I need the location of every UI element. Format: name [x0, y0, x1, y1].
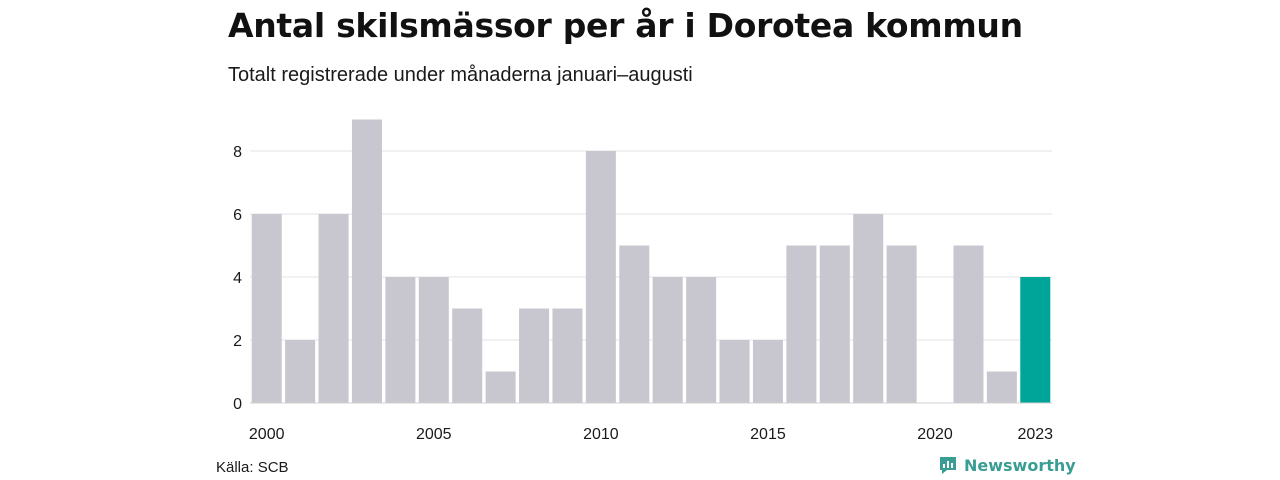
x-tick-label-2020: 2020: [917, 426, 953, 443]
bar-2002: [318, 214, 349, 403]
bar-2009: [552, 308, 583, 403]
bar-2003: [351, 119, 382, 403]
bar-2010: [585, 151, 616, 403]
grid-lines: [250, 150, 1052, 341]
bar-2018: [853, 214, 884, 403]
bar-2008: [519, 308, 550, 403]
bar-2000: [251, 214, 282, 403]
bar-2005: [418, 277, 449, 403]
source-note: Källa: SCB: [216, 459, 289, 476]
bar-2023: [1020, 277, 1051, 403]
bar-2016: [786, 245, 817, 403]
brand-name: Newsworthy: [964, 455, 1076, 475]
bar-2001: [285, 340, 316, 403]
bar-2012: [652, 277, 683, 403]
bar-2004: [385, 277, 416, 403]
bar-2015: [752, 340, 783, 403]
bar-2021: [953, 245, 984, 403]
bar-2019: [886, 245, 917, 403]
bar-2011: [619, 245, 650, 403]
y-axis-ticks: 0 2 4 6 8: [233, 144, 242, 413]
y-tick-label-8: 8: [233, 144, 242, 161]
x-tick-label-2000: 2000: [249, 426, 285, 443]
bar-2006: [452, 308, 483, 403]
newsworthy-chart-icon: [940, 457, 956, 474]
bar-2007: [485, 371, 516, 403]
bar-2013: [686, 277, 717, 403]
x-tick-label-2015: 2015: [750, 426, 786, 443]
y-tick-label-2: 2: [233, 333, 242, 350]
x-axis-ticks: 2000 2005 2010 2015 2020 2023: [249, 426, 1053, 443]
x-tick-label-2010: 2010: [583, 426, 619, 443]
bar-2022: [986, 371, 1017, 403]
chart-subtitle: Totalt registrerade under månaderna janu…: [228, 64, 693, 86]
x-tick-label-2005: 2005: [416, 426, 452, 443]
bars: [251, 119, 1051, 403]
brand-logo: Newsworthy: [938, 455, 1076, 475]
chart-title: Antal skilsmässor per år i Dorotea kommu…: [228, 6, 1023, 45]
y-tick-label-6: 6: [233, 207, 242, 224]
y-tick-label-4: 4: [233, 270, 242, 287]
y-tick-label-0: 0: [233, 396, 242, 413]
bar-2014: [719, 340, 750, 403]
bar-2017: [819, 245, 850, 403]
x-tick-label-2023: 2023: [1017, 426, 1053, 443]
